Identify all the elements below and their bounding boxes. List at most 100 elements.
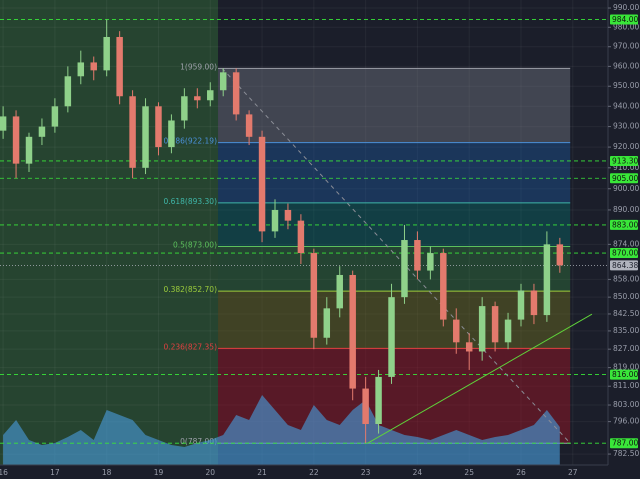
level-label: 787.00 xyxy=(612,439,638,448)
candle-body xyxy=(323,308,331,338)
candle-body xyxy=(491,306,499,343)
fib-label: 0.236(827.35) xyxy=(163,342,217,351)
highlight-region xyxy=(0,0,219,465)
x-tick-label: 27 xyxy=(568,468,578,477)
fib-zone xyxy=(218,68,571,143)
y-tick-label: 890.00 xyxy=(613,205,639,214)
candle-body xyxy=(401,240,408,298)
candle-body xyxy=(271,209,279,232)
volume-area xyxy=(3,395,560,465)
candle-body xyxy=(0,116,7,131)
y-tick-label: 990.00 xyxy=(613,3,639,12)
x-tick-label: 17 xyxy=(50,468,60,477)
level-label: 905.00 xyxy=(612,174,638,183)
y-tick-label: 930.00 xyxy=(613,122,639,131)
time-axis xyxy=(0,465,640,479)
candle-body xyxy=(245,114,253,137)
candle-body xyxy=(64,76,72,107)
candle-body xyxy=(543,244,551,316)
candle-body xyxy=(38,126,46,137)
level-label-bg xyxy=(610,438,638,449)
axes: 990.00 980.00 970.00 960.00 950.00 940.00 930.… xyxy=(0,3,639,477)
candle-body xyxy=(181,96,188,121)
candle-body xyxy=(129,96,136,168)
candle-body xyxy=(414,240,421,271)
y-tick-label: 782.50 xyxy=(613,449,639,458)
candle-body xyxy=(194,96,201,101)
y-tick-label: 940.00 xyxy=(613,101,639,110)
level-label: 870.00 xyxy=(612,249,638,258)
candle-body xyxy=(116,36,123,97)
y-tick-label: 803.00 xyxy=(613,400,639,409)
fib-label: 0(787.00) xyxy=(180,437,217,446)
y-tick-label: 811.00 xyxy=(613,381,639,390)
y-tick-label: 960.00 xyxy=(613,61,639,70)
x-tick-label: 26 xyxy=(516,468,526,477)
candle-body xyxy=(517,290,525,320)
x-tick-label: 18 xyxy=(102,468,112,477)
candle-body xyxy=(258,136,266,232)
candle-body xyxy=(375,376,382,425)
level-label-bg xyxy=(610,155,638,166)
candle-body xyxy=(556,244,564,266)
candle-body xyxy=(207,90,214,101)
candle-body xyxy=(25,136,33,164)
y-tick-label: 950.00 xyxy=(613,81,639,90)
x-tick-label: 16 xyxy=(0,468,8,477)
y-tick-label: 835.00 xyxy=(613,326,639,335)
candle-body xyxy=(232,72,240,115)
x-tick-label: 19 xyxy=(154,468,164,477)
candle-body xyxy=(427,253,434,271)
level-label-bg xyxy=(610,248,638,259)
candle-body xyxy=(310,253,318,338)
x-tick-label: 20 xyxy=(205,468,215,477)
y-tick-label: 819.00 xyxy=(613,363,639,372)
level-label-bg xyxy=(610,173,638,184)
candle-body xyxy=(440,253,447,320)
y-tick-label: 874.00 xyxy=(613,239,639,248)
plot-area: 1(959.00) 0.786(922.19) 0.618(893.30) 0.5(8… xyxy=(0,0,608,465)
candle-body xyxy=(284,209,292,221)
candle-body xyxy=(142,106,149,168)
y-tick-label: 850.00 xyxy=(613,292,639,301)
candle-body xyxy=(530,290,538,316)
candle-body xyxy=(219,72,227,91)
y-tick-label: 920.00 xyxy=(613,142,639,151)
fib-label: 1(959.00) xyxy=(180,62,217,71)
level-label-bg xyxy=(610,219,638,230)
y-tick-label: 900.00 xyxy=(613,184,639,193)
y-tick-label: 970.00 xyxy=(613,42,639,51)
y-tick-label: 842.50 xyxy=(613,309,639,318)
candle-body xyxy=(77,62,85,77)
candle-body xyxy=(103,36,110,71)
candle-body xyxy=(297,220,305,254)
level-label: 816.00 xyxy=(612,370,638,379)
x-tick-label: 21 xyxy=(257,468,267,477)
level-label: 883.00 xyxy=(612,220,638,229)
y-tick-label: 980.00 xyxy=(613,22,639,31)
fib-zone xyxy=(218,246,571,292)
fib-zone xyxy=(218,142,571,203)
level-label-bg xyxy=(610,369,638,380)
x-tick-label: 22 xyxy=(309,468,319,477)
fib-label: 0.786(922.19) xyxy=(163,137,217,146)
y-tick-label: 910.00 xyxy=(613,163,639,172)
level-label-bg xyxy=(610,14,638,25)
candle-body xyxy=(453,319,460,343)
candle-body xyxy=(51,106,59,127)
x-tick-label: 23 xyxy=(361,468,371,477)
trendline xyxy=(367,313,593,444)
x-tick-label: 24 xyxy=(413,468,423,477)
candle-body xyxy=(168,120,175,148)
candle-body xyxy=(349,274,356,389)
candle-body xyxy=(155,106,162,148)
fib-label: 0.5(873.00) xyxy=(173,241,217,250)
price-axis xyxy=(608,0,640,479)
fib-label: 0.618(893.30) xyxy=(163,197,217,206)
trendline xyxy=(221,68,571,444)
candle-body xyxy=(90,62,97,71)
fib-label: 0.382(852.70) xyxy=(163,285,217,294)
level-label: 984.00 xyxy=(612,15,638,24)
x-tick-label: 25 xyxy=(464,468,474,477)
